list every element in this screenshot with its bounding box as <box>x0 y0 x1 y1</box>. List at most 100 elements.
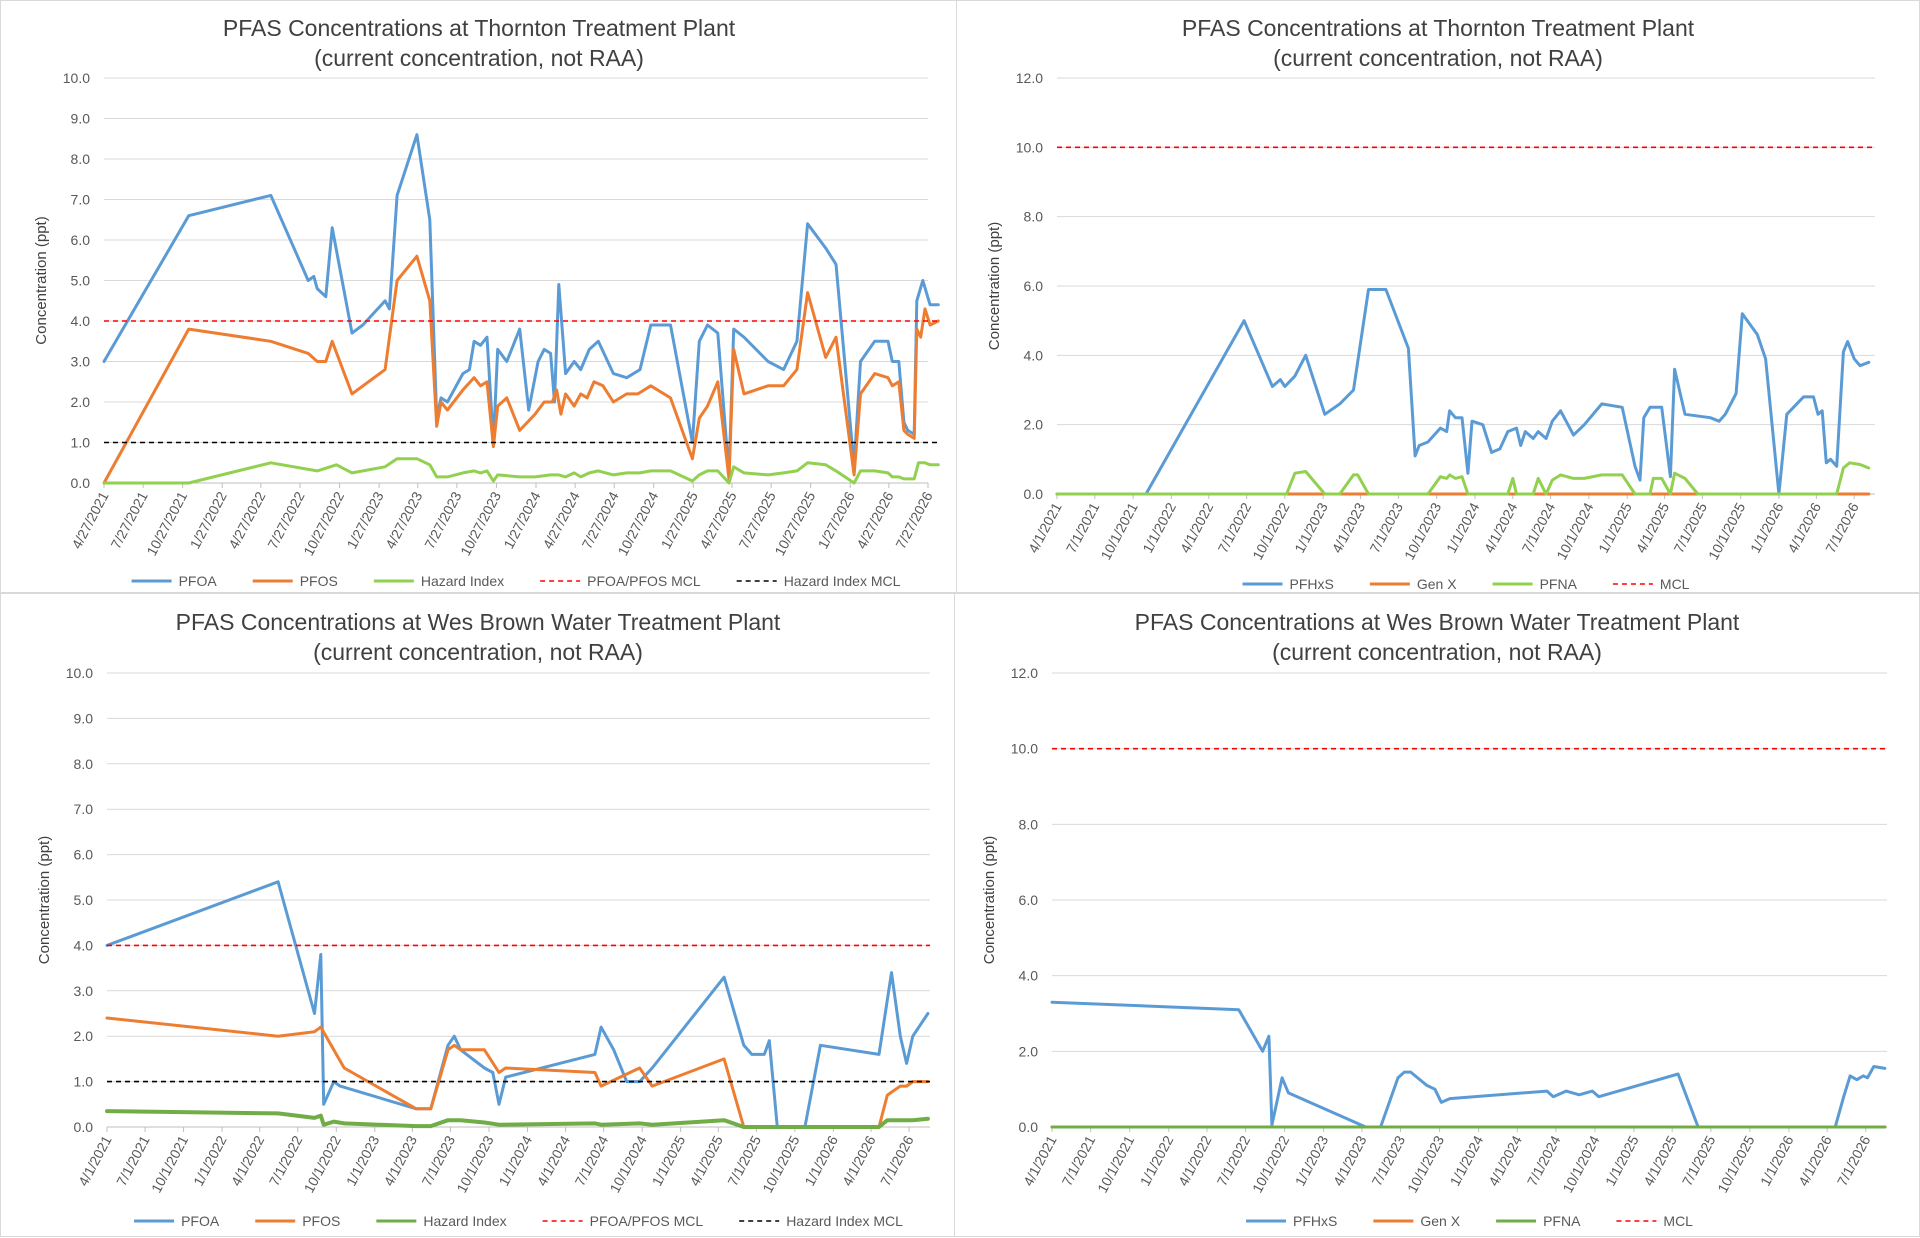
x-tick-label: 4/1/2024 <box>534 1133 574 1189</box>
y-tick-label: 2.0 <box>1019 1043 1039 1059</box>
y-tick-label: 2.0 <box>74 1028 94 1044</box>
chart-svg: 0.0 2.0 4.0 6.0 8.0 10.0 12.0 Concentration (pp… <box>981 665 1887 1229</box>
legend: PFHxS Gen X PFNA MCL <box>1242 576 1690 592</box>
chart-svg: 0.0 1.0 2.0 3.0 4.0 5.0 6.0 7.0 8.0 9.0 10.0 Concen… <box>33 70 940 589</box>
x-tick-label: 1/1/2023 <box>1291 500 1331 556</box>
x-tick-label: 4/1/2021 <box>75 1133 115 1189</box>
y-tick-label: 0.0 <box>71 475 91 491</box>
legend-item: PFOA <box>131 573 218 589</box>
y-tick-label: 3.0 <box>74 983 94 999</box>
x-tick-label: 4/1/2026 <box>1784 500 1824 556</box>
y-tick-label: 9.0 <box>71 111 91 127</box>
legend-item: PFOA/PFOS MCL <box>540 573 701 589</box>
x-tick-label: 1/1/2023 <box>343 1133 383 1189</box>
series-line-pfna <box>1055 461 1871 496</box>
x-tick-label: 1/27/2022 <box>186 489 229 552</box>
legend-label: Gen X <box>1420 1213 1460 1229</box>
x-tick-label: 7/27/2023 <box>421 489 464 552</box>
x-tick-label: 10/1/2021 <box>1097 500 1140 563</box>
x-tick-label: 10/1/2025 <box>759 1133 802 1196</box>
x-tick-label: 7/1/2022 <box>266 1133 306 1189</box>
y-axis: 0.0 2.0 4.0 6.0 8.0 10.0 12.0 <box>1011 665 1038 1135</box>
x-tick-label: 1/27/2023 <box>343 489 386 552</box>
y-tick-label: 10.0 <box>1011 741 1038 757</box>
legend-label: PFOA <box>179 573 218 589</box>
y-tick-label: 3.0 <box>71 354 91 370</box>
x-tick-label: 1/1/2025 <box>1595 500 1635 556</box>
x-tick-label: 4/27/2026 <box>853 489 896 552</box>
x-tick-label: 7/27/2024 <box>578 489 621 552</box>
series-line-pfoa <box>105 880 930 1129</box>
gridlines <box>1052 672 1887 1052</box>
chart-title-line1: PFAS Concentrations at Thornton Treatmen… <box>222 15 736 41</box>
x-tick-label: 4/1/2023 <box>1329 500 1369 556</box>
legend-item: MCL <box>1612 576 1690 592</box>
y-tick-label: 0.0 <box>1024 486 1044 502</box>
legend: PFOA PFOS Hazard Index PFOA/PFOS MCL Hazard … <box>134 1213 903 1229</box>
x-tick-label: 1/1/2023 <box>1292 1133 1332 1189</box>
x-tick-label: 4/1/2025 <box>1640 1133 1680 1189</box>
y-tick-label: 6.0 <box>1019 892 1039 908</box>
x-tick-label: 1/1/2024 <box>1447 1133 1487 1189</box>
legend-label: Hazard Index <box>423 1213 506 1229</box>
y-tick-label: 5.0 <box>71 273 91 289</box>
x-tick-label: 4/1/2022 <box>1177 500 1217 556</box>
legend-label: PFOA/PFOS MCL <box>587 573 701 589</box>
y-tick-label: 5.0 <box>74 892 94 908</box>
x-tick-label: 1/1/2025 <box>1602 1133 1642 1189</box>
gridlines <box>1057 77 1875 426</box>
x-tick-label: 7/1/2025 <box>724 1133 764 1189</box>
chart-title: PFAS Concentrations at Wes Brown Water T… <box>955 607 1919 667</box>
x-tick-label: 10/1/2022 <box>1249 1133 1292 1196</box>
x-tick-label: 4/27/2022 <box>225 489 268 552</box>
series-line-pfos <box>102 254 940 485</box>
y-tick-label: 7.0 <box>71 192 91 208</box>
x-tick-label: 7/1/2022 <box>1215 500 1255 556</box>
series-line-pfos <box>105 1016 930 1129</box>
x-tick-label: 1/27/2025 <box>658 489 701 552</box>
y-axis-title: Concentration (ppt) <box>36 836 53 964</box>
x-tick-label: 7/1/2026 <box>877 1133 917 1189</box>
chart-panel-thornton-pfoa-pfos: PFAS Concentrations at Thornton Treatmen… <box>0 0 958 593</box>
series-group <box>1050 747 1887 1129</box>
x-tick-label: 1/1/2022 <box>1137 1133 1177 1189</box>
x-tick-label: 7/1/2024 <box>1519 500 1559 556</box>
chart-title-line1: PFAS Concentrations at Wes Brown Water T… <box>1134 609 1740 635</box>
y-tick-label: 8.0 <box>1019 816 1039 832</box>
legend-label: Hazard Index <box>421 573 504 589</box>
legend-item: Gen X <box>1369 576 1457 592</box>
x-tick-label: 10/1/2023 <box>1404 1133 1447 1196</box>
y-tick-label: 6.0 <box>71 232 91 248</box>
x-tick-label: 7/1/2021 <box>113 1133 153 1189</box>
series-line-hazard-index <box>105 1109 930 1129</box>
legend-label: PFHxS <box>1293 1213 1337 1229</box>
chart-title-line2: (current concentration, not RAA) <box>1272 639 1602 665</box>
x-tick-label: 1/1/2024 <box>495 1133 535 1189</box>
chart-panel-thornton-pfhxs: PFAS Concentrations at Thornton Treatmen… <box>956 0 1920 593</box>
x-tick-label: 4/1/2021 <box>1025 500 1065 556</box>
x-tick-label: 1/27/2026 <box>814 489 857 552</box>
y-axis-title: Concentration (ppt) <box>33 216 50 344</box>
chart-title-line1: PFAS Concentrations at Wes Brown Water T… <box>175 609 781 635</box>
chart-title-line2: (current concentration, not RAA) <box>314 45 644 71</box>
x-tick-label: 4/27/2023 <box>382 489 425 552</box>
y-tick-label: 10.0 <box>1016 139 1043 155</box>
legend-item: PFHxS <box>1246 1213 1337 1229</box>
x-tick-label: 7/27/2021 <box>107 489 150 552</box>
y-tick-label: 10.0 <box>66 665 93 681</box>
chart-title-line2: (current concentration, not RAA) <box>1273 45 1603 71</box>
x-tick-label: 10/1/2021 <box>148 1133 191 1196</box>
x-tick-label: 7/1/2023 <box>418 1133 458 1189</box>
legend-item: Hazard Index <box>373 573 504 589</box>
legend-item: Hazard Index MCL <box>739 1213 903 1229</box>
y-tick-label: 4.0 <box>1024 347 1044 363</box>
series-group <box>105 880 930 1129</box>
y-tick-label: 2.0 <box>1024 417 1044 433</box>
x-axis: 4/1/20217/1/202110/1/20211/1/20224/1/202… <box>1025 494 1862 562</box>
legend-item: MCL <box>1616 1213 1693 1229</box>
x-tick-label: 4/1/2023 <box>1330 1133 1370 1189</box>
x-tick-label: 10/1/2025 <box>1714 1133 1757 1196</box>
x-tick-label: 10/1/2021 <box>1094 1133 1137 1196</box>
legend-item: PFHxS <box>1242 576 1334 592</box>
series-group <box>102 133 940 485</box>
